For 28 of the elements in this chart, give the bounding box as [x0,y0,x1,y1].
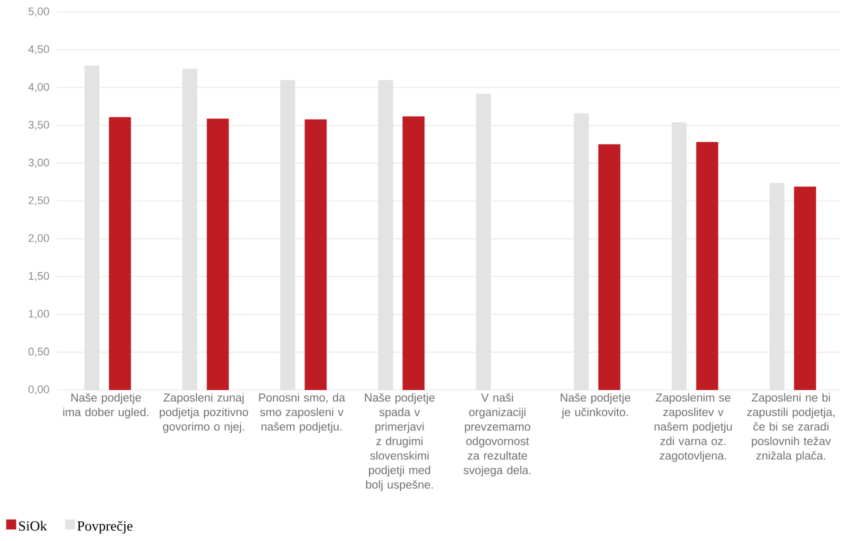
y-tick-label: 5,00 [28,7,50,17]
bar [696,142,718,390]
bar [794,186,816,390]
legend-label: SiOk [19,520,47,531]
y-tick-label: 4,00 [28,83,50,92]
legend-label: Povprečje [77,520,132,534]
y-tick-label: 4,50 [28,45,50,54]
x-tick-label: Naše podjetje je učinkovito. [560,393,630,418]
x-tick-label: V naši organizaciji prevzemamo odgovornost za rezultate svojega dela. [464,393,531,476]
x-tick-label: Ponosni smo, da smo zaposleni v našem podjetju. [259,393,346,433]
bar [206,118,229,390]
y-tick-label: 3,50 [28,120,50,130]
bar [108,117,131,390]
y-tick-label: 1,50 [28,272,50,282]
y-tick-label: 2,00 [28,234,50,244]
y-tick-label: 0,00 [28,385,50,395]
x-tick-label: Zaposlenim se zaposlitev v našem podjetju zdi varna oz. zagotovljena. [654,393,732,462]
y-tick-label: 2,50 [28,196,50,206]
y-tick-label: 1,00 [28,310,50,319]
x-tick-label: Naše podjetje ima dober ugled. [63,393,148,418]
x-tick-label: Naše podjetje spada v primerjavi z drugimi slovenskimi podjetji med bolj uspešne. [365,393,435,491]
x-tick-label: Zaposleni zunaj podjetja pozitivno govorimo o njej. [160,393,248,433]
y-tick-label: 3,00 [28,158,50,168]
bar [304,119,327,390]
bar [402,116,425,390]
y-tick-label: 0,50 [28,348,50,357]
x-tick-label: Zaposleni ne bi zapustili podjetja, če bi se zaradi poslovnih težav znižala plača. [747,393,834,462]
bar [598,144,620,390]
